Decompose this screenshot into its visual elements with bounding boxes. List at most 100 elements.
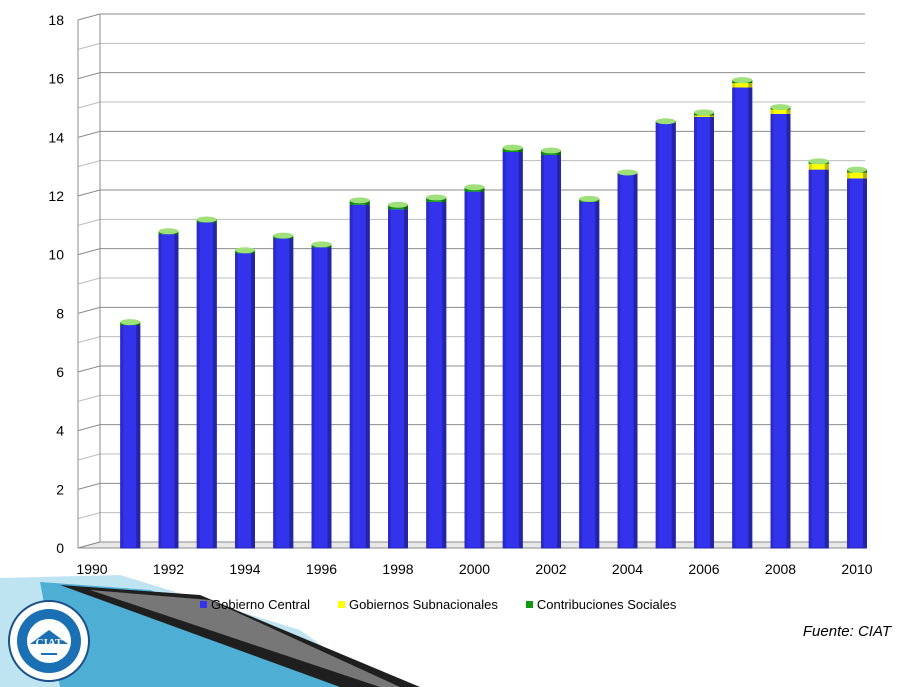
gridline-side	[77, 72, 101, 80]
bar-cap	[847, 166, 867, 173]
bar-cap	[541, 147, 561, 154]
bar-segment	[847, 178, 867, 548]
gridline-side	[77, 248, 101, 256]
y-tick-label: 0	[56, 540, 64, 556]
bar-segment	[617, 174, 638, 548]
y-tick-label: 6	[56, 364, 64, 380]
bar-segment	[273, 238, 294, 549]
legend-swatch	[200, 601, 207, 608]
y-tick-label: 18	[48, 12, 64, 28]
bar-segment	[732, 83, 753, 88]
bar-segment	[808, 163, 829, 170]
gridline-side	[77, 424, 101, 432]
y-tick-label: 14	[48, 129, 64, 145]
bar-segment	[464, 191, 485, 548]
y-axis-ticks: 0 2 4 6 8 10 12 14 16 18	[48, 12, 64, 556]
gridline-side	[77, 394, 101, 402]
x-tick-label: 2010	[841, 561, 872, 577]
bar-segment	[579, 201, 600, 548]
legend-item-contribuciones-sociales: Contribuciones Sociales	[525, 597, 677, 612]
bar-cap	[273, 232, 294, 239]
bar-cap	[808, 158, 829, 165]
gridline-side	[77, 101, 101, 109]
gridline-side	[77, 453, 101, 461]
x-tick-label: 2004	[612, 561, 643, 577]
gridline-side	[77, 365, 101, 373]
gridline-side	[77, 306, 101, 314]
source-label: Fuente	[802, 623, 850, 640]
bar-cap	[502, 144, 523, 151]
x-tick-label: 2000	[459, 561, 490, 577]
y-tick-label: 4	[56, 423, 64, 439]
bar-cap	[388, 201, 408, 208]
x-tick-label: 2006	[688, 561, 719, 577]
y-tick-label: 2	[56, 481, 64, 497]
bar-cap	[694, 109, 714, 116]
y-tick-label: 16	[48, 71, 64, 87]
gridline-side	[77, 482, 101, 490]
bar-cap	[311, 241, 332, 248]
bar-segment	[770, 109, 791, 114]
bar-segment	[808, 169, 829, 548]
bar-segment	[847, 172, 867, 179]
bar-cap	[120, 319, 141, 326]
bar-cap	[196, 216, 217, 223]
legend-label: Gobiernos Subnacionales	[349, 597, 498, 612]
bar-cap	[349, 197, 370, 204]
legend-item-gobierno-central: Gobierno Central	[200, 597, 310, 612]
source-note: Fuente: CIAT	[802, 623, 891, 640]
bar-segment	[655, 122, 676, 549]
bar-segment	[732, 87, 753, 548]
logo-text: CIAT	[36, 637, 63, 649]
gridline-side	[77, 336, 101, 344]
gridline-side	[77, 189, 101, 197]
gridline-side	[77, 277, 101, 285]
x-tick-label: 2008	[765, 561, 796, 577]
bar-segment	[349, 204, 370, 549]
gridline-side	[77, 160, 101, 168]
bar-segment	[694, 116, 714, 549]
y-tick-label: 12	[48, 188, 64, 204]
bar-cap	[617, 169, 638, 176]
gridline-side	[77, 13, 101, 21]
x-tick-label: 1998	[382, 561, 413, 577]
x-axis-ticks: 1990 1992 1994 1996 1998 2000 2002 2004 2006 2008…	[76, 561, 872, 577]
source-name: CIAT	[857, 623, 891, 640]
bar-cap	[158, 228, 179, 235]
legend: Gobierno Central Gobiernos Subnacionales…	[200, 597, 760, 612]
gridline-side	[77, 42, 101, 50]
bar-segment	[196, 222, 217, 548]
bar-segment	[694, 115, 714, 117]
bar-segment	[541, 154, 561, 548]
bar-segment	[502, 152, 523, 548]
x-tick-label: 2002	[535, 561, 566, 577]
legend-swatch	[338, 601, 345, 608]
gridline-side	[77, 130, 101, 138]
legend-label: Contribuciones Sociales	[536, 597, 677, 612]
y-tick-label: 8	[56, 305, 64, 321]
bar-segment	[120, 325, 141, 548]
legend-item-gobiernos-subnacionales: Gobiernos Subnacionales	[338, 597, 498, 612]
gridline-side	[77, 512, 101, 520]
x-tick-label: 1996	[306, 561, 337, 577]
y-tick-label: 10	[48, 247, 64, 263]
bar-chart: 0 2 4 6 8 10 12 14 16 18 1990 1992 1994 1996 1998 2000…	[48, 12, 872, 577]
bar-segment	[311, 247, 332, 549]
gridline-side	[77, 218, 101, 226]
bar-cap	[426, 194, 447, 201]
x-tick-label: 1994	[229, 561, 260, 577]
bar-cap	[770, 104, 791, 111]
bar-segment	[388, 209, 408, 548]
bar-cap	[579, 195, 600, 202]
bars	[120, 77, 867, 549]
ciat-logo: CIAT	[8, 600, 90, 682]
x-tick-label: 1990	[76, 561, 107, 577]
bar-segment	[235, 253, 255, 548]
legend-label: Gobierno Central	[211, 597, 310, 612]
bar-segment	[770, 113, 791, 548]
bar-segment	[158, 234, 179, 548]
bar-cap	[655, 118, 676, 125]
bar-segment	[426, 201, 447, 548]
bar-cap	[235, 247, 255, 254]
